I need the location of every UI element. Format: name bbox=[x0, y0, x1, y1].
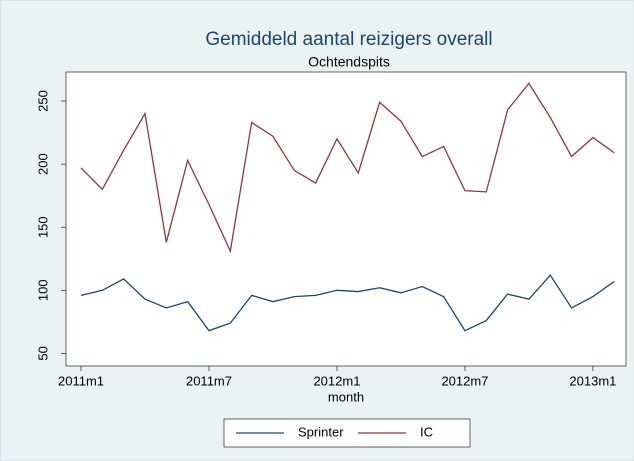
x-tick-label: 2012m1 bbox=[313, 373, 360, 388]
y-tick-label: 150 bbox=[35, 216, 50, 238]
x-tick-label: 2011m7 bbox=[186, 373, 232, 388]
series-line bbox=[80, 82, 615, 254]
legend-label: IC bbox=[420, 424, 433, 439]
y-tick-label: 200 bbox=[35, 153, 50, 175]
x-tick-label: 2011m1 bbox=[58, 373, 104, 388]
series-line bbox=[80, 274, 615, 332]
x-tick-label: 2012m7 bbox=[441, 373, 488, 388]
plot-area bbox=[65, 71, 627, 367]
chart-title: Gemiddeld aantal reizigers overall bbox=[205, 29, 492, 50]
legend-label: Sprinter bbox=[298, 424, 344, 439]
y-tick-label: 50 bbox=[35, 346, 50, 360]
chart-subtitle: Ochtendspits bbox=[308, 54, 390, 70]
y-tick-label: 250 bbox=[35, 90, 50, 112]
x-axis-label: month bbox=[328, 389, 364, 404]
y-tick-label: 100 bbox=[35, 279, 50, 301]
x-tick-label: 2013m1 bbox=[569, 373, 616, 388]
